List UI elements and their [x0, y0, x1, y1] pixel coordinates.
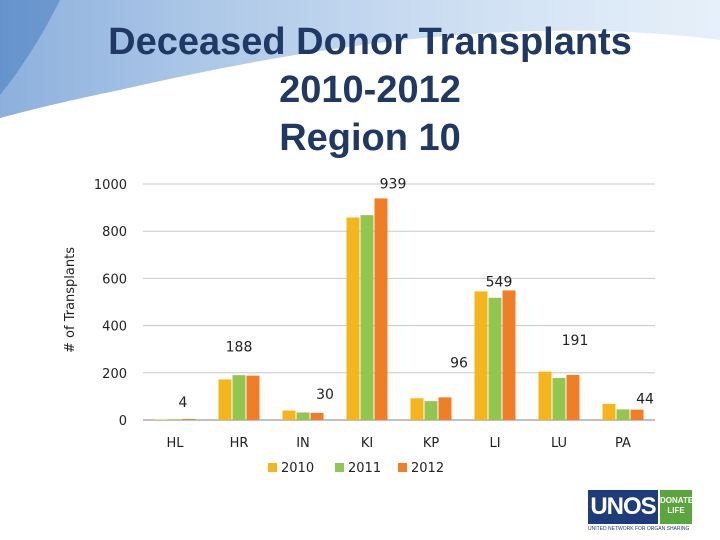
bar	[232, 375, 246, 420]
bar	[566, 374, 580, 420]
bar	[630, 409, 644, 420]
chart-title: Deceased Donor Transplants 2010-2012 Reg…	[60, 18, 680, 162]
x-tick-label: HL	[166, 436, 184, 451]
y-tick-label: 1000	[94, 178, 127, 193]
bar	[438, 397, 452, 420]
data-label: 4	[179, 395, 188, 411]
data-label: 939	[380, 176, 407, 192]
x-tick-label: HR	[230, 436, 249, 451]
y-tick-label: 600	[102, 272, 127, 287]
bar	[360, 215, 374, 420]
legend-swatch	[398, 463, 407, 472]
chart-title-line-2: 2010-2012	[279, 69, 461, 111]
x-tick-label: PA	[615, 436, 631, 451]
y-tick-label: 0	[119, 414, 127, 429]
x-tick-label: KP	[423, 436, 440, 451]
bar	[616, 409, 630, 420]
bar	[346, 217, 360, 420]
chart-title-line-3: Region 10	[279, 117, 461, 159]
data-label: 549	[486, 274, 513, 290]
bar	[310, 412, 324, 420]
legend-label: 2012	[411, 461, 444, 476]
bar	[538, 371, 552, 420]
y-axis-label: # of Transplants	[63, 247, 78, 353]
bar	[552, 377, 566, 420]
bar	[474, 291, 488, 420]
bar	[602, 403, 616, 420]
bar	[488, 297, 502, 420]
data-label: 44	[636, 392, 654, 408]
bar	[374, 198, 388, 420]
legend-label: 2010	[281, 461, 314, 476]
bar	[410, 398, 424, 420]
logo-side-line-1: DONATE	[660, 496, 694, 505]
legend-swatch	[268, 463, 277, 472]
y-tick-label: 800	[102, 225, 127, 240]
chart-title-line-1: Deceased Donor Transplants	[108, 21, 632, 63]
data-label: 191	[562, 333, 589, 349]
logo-subtitle: UNITED NETWORK FOR ORGAN SHARING	[588, 526, 690, 532]
unos-logo: UNOS DONATE LIFE UNITED NETWORK FOR ORGA…	[588, 490, 694, 534]
data-label: 30	[316, 387, 334, 403]
data-label: 188	[226, 340, 253, 356]
bar	[218, 379, 232, 420]
bar	[282, 410, 296, 420]
logo-side-line-2: LIFE	[667, 506, 685, 515]
data-label: 96	[450, 355, 468, 371]
legend-swatch	[335, 463, 344, 472]
x-tick-label: KI	[361, 436, 373, 451]
y-tick-label: 200	[102, 367, 127, 382]
bar	[168, 419, 182, 420]
bar	[424, 401, 438, 420]
x-tick-label: LU	[551, 436, 567, 451]
bar	[154, 419, 168, 421]
bar	[246, 375, 260, 420]
bar	[182, 419, 196, 420]
logo-main: UNOS	[588, 490, 658, 524]
x-tick-label: IN	[296, 436, 310, 451]
bar	[502, 290, 516, 420]
legend-label: 2011	[348, 461, 381, 476]
logo-donate-life: DONATE LIFE	[660, 490, 694, 524]
x-tick-label: LI	[489, 436, 500, 451]
y-tick-label: 400	[102, 320, 127, 335]
bar	[296, 412, 310, 420]
